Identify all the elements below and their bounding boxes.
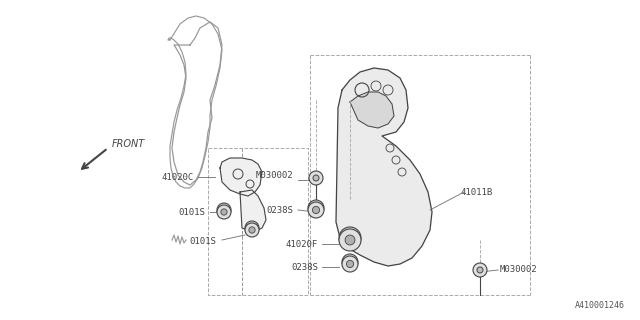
Circle shape [308, 202, 324, 218]
Circle shape [249, 227, 255, 233]
Circle shape [221, 209, 227, 215]
Text: 0238S: 0238S [291, 262, 318, 271]
Circle shape [217, 205, 231, 219]
Text: M030002: M030002 [255, 171, 293, 180]
Polygon shape [350, 92, 394, 128]
Text: A410001246: A410001246 [575, 301, 625, 310]
Text: 0238S: 0238S [266, 205, 293, 214]
Text: 0101S: 0101S [189, 236, 216, 245]
Circle shape [312, 206, 319, 214]
Polygon shape [240, 190, 266, 232]
Polygon shape [336, 68, 432, 266]
Circle shape [346, 260, 354, 268]
Circle shape [313, 175, 319, 181]
Circle shape [342, 254, 358, 270]
Circle shape [217, 203, 231, 217]
Circle shape [339, 229, 361, 251]
Circle shape [309, 171, 323, 185]
Circle shape [245, 221, 259, 235]
Text: 41011B: 41011B [460, 188, 492, 196]
Circle shape [342, 256, 358, 272]
Text: 0101S: 0101S [178, 207, 205, 217]
Circle shape [339, 227, 361, 249]
Text: 41020F: 41020F [285, 239, 318, 249]
Text: 41020C: 41020C [162, 172, 194, 181]
Circle shape [477, 267, 483, 273]
Circle shape [345, 235, 355, 245]
Circle shape [473, 263, 487, 277]
Polygon shape [220, 158, 262, 196]
Circle shape [245, 223, 259, 237]
Text: FRONT: FRONT [112, 139, 145, 149]
Circle shape [308, 200, 324, 216]
Text: M030002: M030002 [500, 266, 538, 275]
